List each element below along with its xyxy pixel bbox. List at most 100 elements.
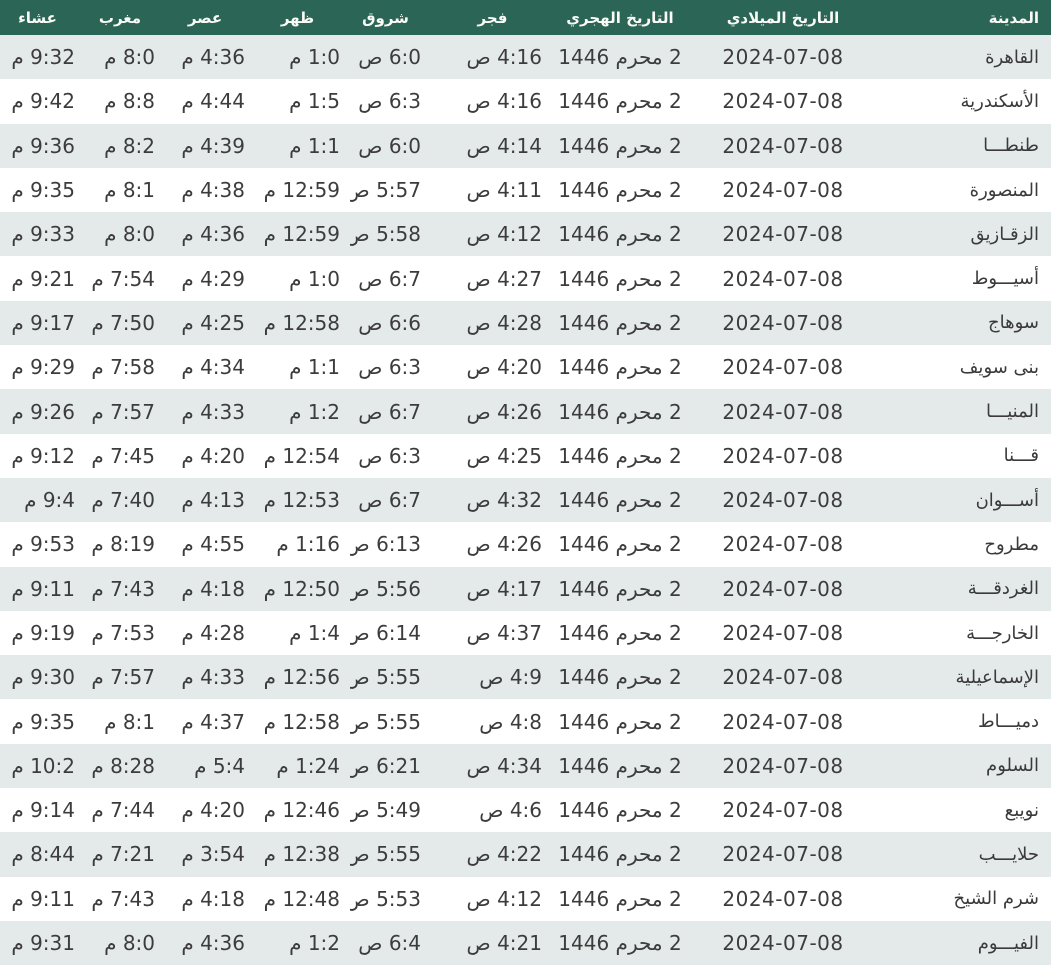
cell-asr: 4:33 م [181, 399, 245, 424]
cell-isha: 9:53 م [11, 532, 75, 557]
cell-gregorian_date: 2024-07-08 [722, 355, 844, 380]
cell-gregorian_date: 2024-07-08 [722, 222, 844, 247]
cell-isha: 9:42 م [11, 89, 75, 114]
cell-city: الإسماعيلية [955, 666, 1039, 688]
cell-isha: 9:26 م [11, 399, 75, 424]
cell-gregorian_date: 2024-07-08 [722, 621, 844, 645]
column-header-hijri_date: التاريخ الهجري [548, 0, 708, 35]
cell-gregorian_date: 2024-07-08 [722, 665, 844, 690]
cell-gregorian_date: 2024-07-08 [722, 178, 844, 203]
cell-fajr: 4:16 ص [466, 45, 542, 70]
cell-maghrib: 8:28 م [91, 753, 155, 778]
cell-hijri_date: 2 محرم 1446 [558, 178, 682, 203]
cell-hijri_date: 2 محرم 1446 [558, 443, 682, 468]
cell-dhuhr: 12:53 م [263, 488, 340, 513]
cell-maghrib: 8:1 م [104, 709, 155, 734]
cell-isha: 9:36 م [11, 133, 75, 158]
cell-city: بنى سويف [959, 356, 1039, 378]
cell-fajr: 4:26 ص [466, 399, 542, 424]
cell-asr: 4:28 م [181, 621, 245, 645]
table-row: حلايـــب 2024-07-08 2 محرم 1446 4:22 ص 5:55 … [0, 832, 1051, 877]
cell-hijri_date: 2 محرم 1446 [558, 931, 682, 956]
table-row: المنصورة 2024-07-08 2 محرم 1446 4:11 ص 5:57 … [0, 167, 1051, 213]
cell-city: السلوم [986, 755, 1039, 777]
cell-fajr: 4:17 ص [466, 576, 542, 601]
cell-maghrib: 7:21 م [91, 842, 155, 867]
cell-sunrise: 6:0 ص [358, 45, 421, 70]
table-body: القاهرة 2024-07-08 2 محرم 1446 4:16 ص 6:0 ص 1… [0, 35, 1051, 966]
cell-gregorian_date: 2024-07-08 [722, 89, 844, 114]
cell-maghrib: 7:45 م [91, 443, 155, 468]
table-row: سوهاج 2024-07-08 2 محرم 1446 4:28 ص 6:6 ص 12:… [0, 300, 1051, 346]
table-row: طنطـــا 2024-07-08 2 محرم 1446 4:14 ص 6:0 ص 1… [0, 123, 1051, 168]
column-header-isha: عشاء [0, 0, 85, 35]
cell-hijri_date: 2 محرم 1446 [558, 886, 682, 911]
cell-isha: 9:11 م [11, 576, 75, 601]
cell-dhuhr: 12:59 م [263, 222, 340, 247]
cell-hijri_date: 2 محرم 1446 [558, 222, 682, 247]
cell-maghrib: 8:0 م [104, 931, 155, 956]
cell-sunrise: 6:7 ص [358, 266, 421, 291]
cell-fajr: 4:22 ص [466, 842, 542, 867]
cell-maghrib: 7:40 م [91, 488, 155, 513]
column-header-city: المدينة [920, 0, 1051, 35]
cell-sunrise: 6:7 ص [358, 488, 421, 513]
cell-asr: 4:36 م [181, 931, 245, 956]
cell-city: الغردقـــة [967, 578, 1039, 600]
cell-maghrib: 7:54 م [91, 266, 155, 291]
cell-gregorian_date: 2024-07-08 [722, 45, 844, 70]
cell-sunrise: 5:55 ص [350, 842, 421, 867]
cell-isha: 10:2 م [11, 753, 75, 778]
cell-dhuhr: 12:46 م [263, 798, 340, 823]
cell-fajr: 4:12 ص [466, 886, 542, 911]
cell-asr: 4:25 م [181, 310, 245, 335]
column-header-fajr: فجر [443, 0, 548, 35]
cell-gregorian_date: 2024-07-08 [722, 753, 844, 778]
cell-dhuhr: 12:38 م [263, 842, 340, 867]
cell-isha: 9:11 م [11, 886, 75, 911]
cell-isha: 9:4 م [24, 488, 75, 513]
cell-maghrib: 8:0 م [104, 45, 155, 70]
table-row: أســـوان 2024-07-08 2 محرم 1446 4:32 ص 6:7 ص… [0, 477, 1051, 523]
table-row: الخارجـــة 2024-07-08 2 محرم 1446 4:37 ص 6:1… [0, 610, 1051, 656]
cell-city: أســـوان [975, 489, 1039, 511]
cell-sunrise: 6:0 ص [358, 133, 421, 158]
column-header-asr: عصر [165, 0, 255, 35]
cell-city: مطروح [984, 533, 1039, 555]
cell-asr: 4:13 م [181, 488, 245, 513]
cell-fajr: 4:20 ص [466, 355, 542, 380]
table-row: شرم الشيخ 2024-07-08 2 محرم 1446 4:12 ص 5:53… [0, 876, 1051, 921]
cell-maghrib: 7:43 م [91, 576, 155, 601]
cell-fajr: 4:21 ص [466, 931, 542, 956]
cell-isha: 9:12 م [11, 443, 75, 468]
cell-dhuhr: 12:48 م [263, 886, 340, 911]
cell-asr: 5:4 م [194, 753, 245, 778]
cell-gregorian_date: 2024-07-08 [722, 709, 844, 734]
cell-hijri_date: 2 محرم 1446 [558, 355, 682, 380]
cell-hijri_date: 2 محرم 1446 [558, 89, 682, 114]
cell-hijri_date: 2 محرم 1446 [558, 310, 682, 335]
cell-sunrise: 6:21 ص [350, 753, 421, 778]
cell-sunrise: 6:7 ص [358, 399, 421, 424]
cell-gregorian_date: 2024-07-08 [722, 842, 844, 867]
cell-city: الفيـــوم [977, 932, 1039, 954]
cell-maghrib: 7:57 م [91, 665, 155, 690]
cell-fajr: 4:12 ص [466, 222, 542, 247]
cell-city: دميـــاط [977, 711, 1039, 733]
cell-asr: 4:38 م [181, 178, 245, 203]
cell-hijri_date: 2 محرم 1446 [558, 753, 682, 778]
cell-asr: 4:36 م [181, 222, 245, 247]
cell-asr: 4:33 م [181, 665, 245, 690]
cell-asr: 4:44 م [181, 89, 245, 114]
cell-gregorian_date: 2024-07-08 [722, 532, 844, 557]
column-header-gregorian_date: التاريخ الميلادي [708, 0, 920, 35]
cell-hijri_date: 2 محرم 1446 [558, 665, 682, 690]
cell-dhuhr: 1:2 م [289, 931, 340, 956]
cell-sunrise: 5:55 ص [350, 709, 421, 734]
cell-city: الأسكندرية [960, 90, 1039, 112]
cell-sunrise: 6:14 ص [350, 621, 421, 645]
cell-fajr: 4:25 ص [466, 443, 542, 468]
cell-asr: 4:29 م [181, 266, 245, 291]
cell-hijri_date: 2 محرم 1446 [558, 488, 682, 513]
cell-sunrise: 5:58 ص [350, 222, 421, 247]
